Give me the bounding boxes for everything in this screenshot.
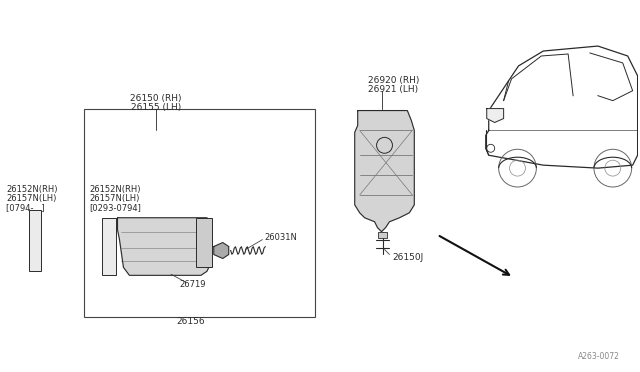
Text: 26156: 26156	[177, 317, 205, 327]
Polygon shape	[486, 46, 637, 168]
Bar	[102, 218, 116, 275]
Bar	[196, 218, 212, 267]
Text: 26152N(RH): 26152N(RH)	[6, 186, 58, 195]
Polygon shape	[355, 110, 414, 232]
Polygon shape	[487, 109, 504, 122]
Bar	[29, 210, 41, 271]
Text: 26031N: 26031N	[264, 233, 298, 242]
Text: 26150 (RH): 26150 (RH)	[131, 94, 182, 103]
Text: 26150J: 26150J	[392, 253, 424, 262]
Bar	[84, 109, 315, 317]
Text: [0293-0794]: [0293-0794]	[90, 203, 141, 212]
Text: 26719: 26719	[180, 280, 206, 289]
Bar	[378, 232, 387, 238]
Text: 26155 (LH): 26155 (LH)	[131, 103, 181, 112]
Text: [0794-   ]: [0794- ]	[6, 203, 45, 212]
Text: A263-0072: A263-0072	[578, 352, 620, 361]
Polygon shape	[214, 243, 228, 259]
Text: 26152N(RH): 26152N(RH)	[90, 186, 141, 195]
Text: 26921 (LH): 26921 (LH)	[367, 85, 418, 94]
Text: 26157N(LH): 26157N(LH)	[90, 195, 140, 203]
Text: 26157N(LH): 26157N(LH)	[6, 195, 57, 203]
Polygon shape	[118, 218, 211, 275]
Text: 26920 (RH): 26920 (RH)	[367, 76, 419, 85]
